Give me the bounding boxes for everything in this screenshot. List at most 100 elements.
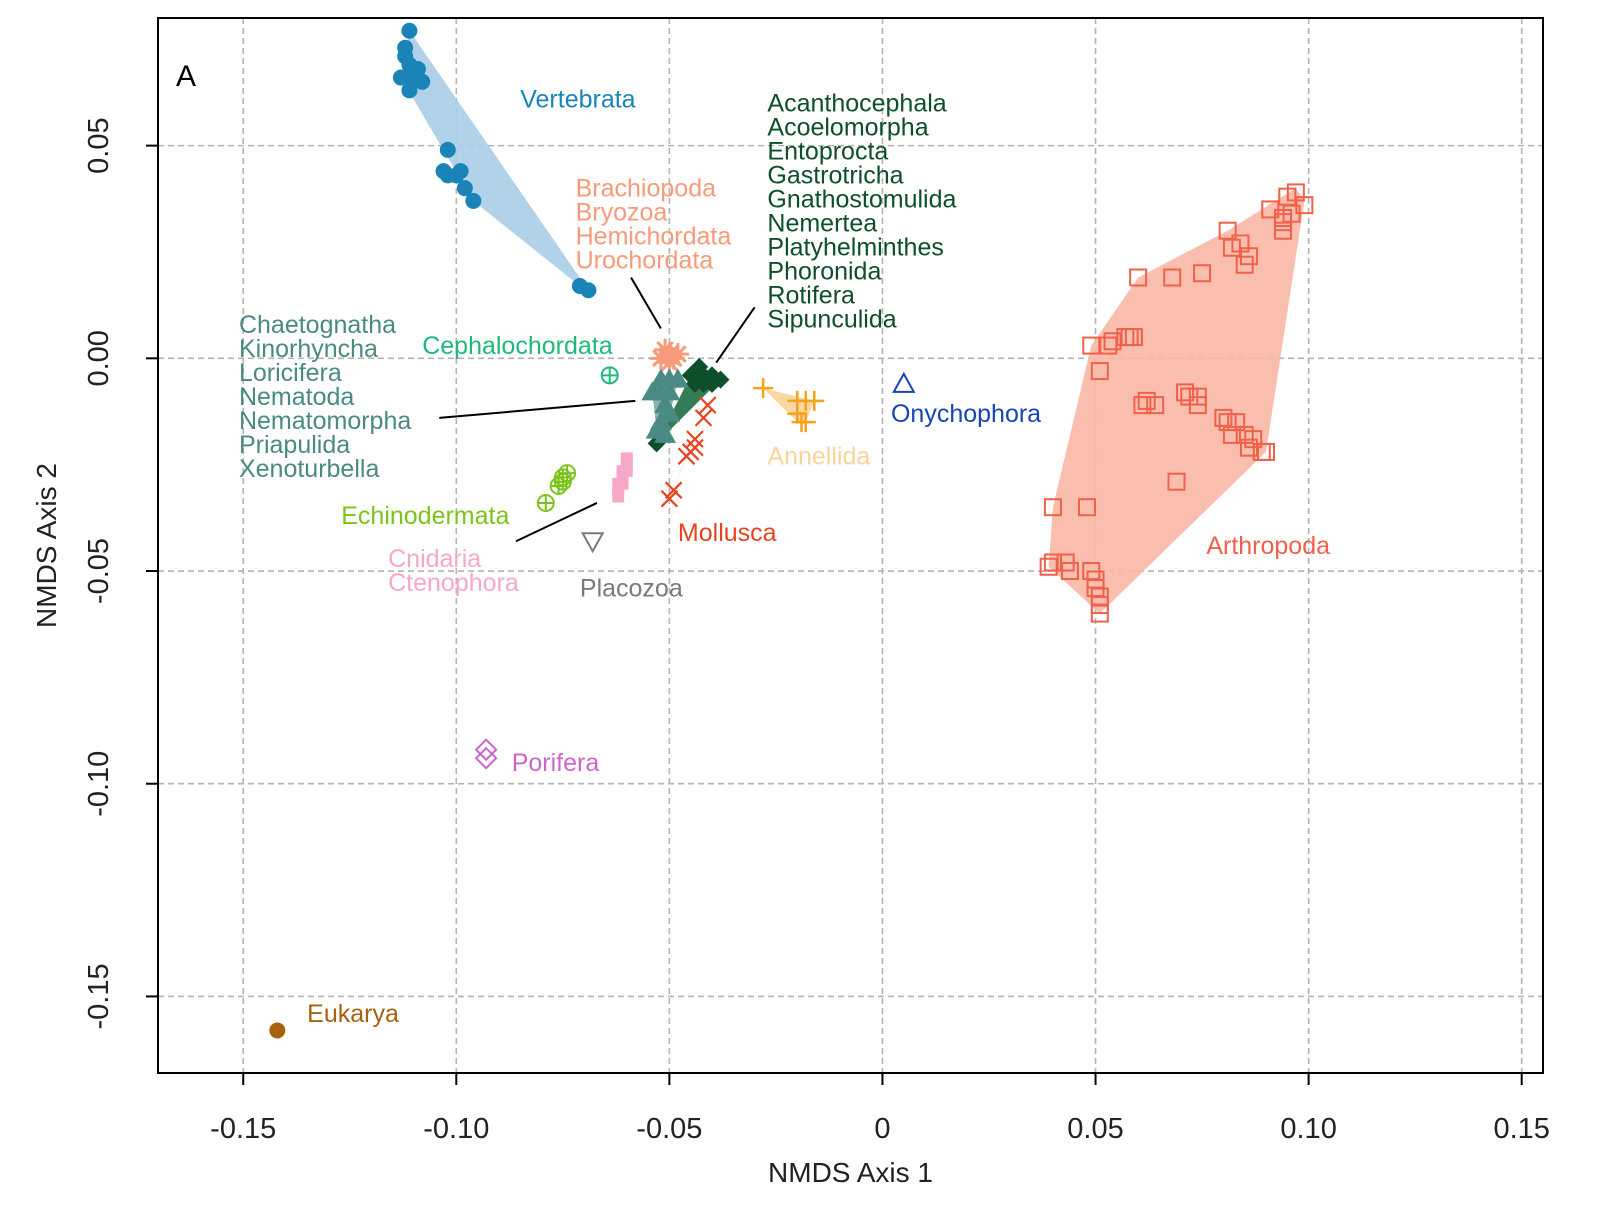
- vertebrata-point: [580, 282, 597, 299]
- label-line: Phoronida: [767, 258, 881, 286]
- arthropoda-point: [1078, 498, 1097, 517]
- x-tick-label: -0.15: [210, 1113, 276, 1145]
- x-stroke-b: [664, 481, 683, 499]
- axis-ticks: -0.15 -0.10 -0.05 0 0.05 0.10 0.15 0.05 0.00 -0.0…: [83, 117, 1550, 1145]
- arthropoda-point: [1257, 442, 1275, 461]
- porifera-point: [474, 746, 498, 770]
- arthropoda-point: [1163, 268, 1182, 287]
- leader-line: [439, 399, 636, 419]
- label-line: Placozoa: [580, 575, 683, 603]
- y-tick-label: -0.15: [83, 963, 115, 1029]
- vertebrata-hull: [400, 30, 589, 291]
- x-stroke-b: [694, 409, 713, 427]
- panel-label: A: [176, 60, 196, 93]
- onychophora-label: Onychophora: [891, 400, 1041, 428]
- vertebrata-point: [401, 69, 418, 86]
- placozoa-label: Placozoa: [580, 575, 683, 603]
- label-line: Xenoturbella: [239, 455, 379, 483]
- vertebrata-point: [401, 22, 418, 39]
- acanthocephala-label: Acanthocephala Acoelomorpha Entoprocta Gast…: [767, 90, 956, 334]
- label-line: Nematomorpha: [239, 407, 411, 435]
- x-stroke-b: [686, 430, 704, 448]
- label-leader-lines: [439, 276, 756, 543]
- label-line: Brachiopoda: [576, 175, 716, 203]
- onychophora-point: [892, 371, 916, 393]
- vertebrata-label: Vertebrata: [520, 85, 635, 113]
- brachiopoda-label: Brachiopoda Bryozoa Hemichordata Urochordat…: [576, 175, 732, 275]
- arthropoda-point: [1124, 328, 1143, 347]
- echinodermata-point: [536, 493, 555, 512]
- eukarya-label: Eukarya: [307, 1000, 399, 1028]
- annellida-label: Annellida: [767, 443, 870, 471]
- chaetognatha-point: [666, 368, 689, 388]
- label-line: Sipunculida: [767, 306, 896, 334]
- chaetognatha-label: Chaetognatha Kinorhyncha Loricifera Nematod…: [239, 311, 411, 483]
- arthropoda-point: [1060, 562, 1079, 581]
- cephalochordata-point: [600, 366, 619, 385]
- brachiopoda-point: [666, 343, 689, 366]
- y-tick-label: -0.10: [83, 751, 115, 817]
- arthropoda-point: [1082, 336, 1101, 355]
- x-tick-label: -0.10: [423, 1113, 489, 1145]
- label-line: Urochordata: [576, 247, 714, 275]
- chaetognatha-point: [654, 423, 677, 443]
- vertebrata-point: [456, 180, 473, 197]
- x-axis-title: NMDS Axis 1: [768, 1157, 933, 1188]
- arthropoda-point: [1103, 332, 1122, 351]
- star-ray: [669, 345, 687, 363]
- annellida-point: [787, 403, 808, 424]
- label-line: Acanthocephala: [767, 90, 946, 118]
- label-line: Platyhelminthes: [767, 234, 943, 262]
- y-tick-label: 0.00: [83, 330, 115, 386]
- arthropoda-point: [1090, 362, 1109, 381]
- label-line: Bryozoa: [576, 199, 668, 227]
- leader-line: [715, 306, 756, 364]
- grid-lines: [158, 18, 1543, 1073]
- cnidaria-label: Cnidaria Ctenophora: [388, 545, 519, 597]
- arthropoda-point: [1099, 336, 1118, 355]
- label-line: Gnathostomulida: [767, 186, 956, 214]
- arthropoda-point: [1176, 383, 1195, 402]
- x-tick-label: 0.05: [1067, 1113, 1123, 1145]
- arthropoda-label: Arthropoda: [1206, 532, 1330, 560]
- x-tick-label: -0.05: [636, 1113, 702, 1145]
- vertebrata-point: [401, 82, 418, 99]
- porifera-label: Porifera: [512, 749, 600, 777]
- label-line: Loricifera: [239, 359, 342, 387]
- arthropoda-point: [1043, 498, 1062, 517]
- mollusca-point: [677, 447, 696, 465]
- label-line: Ctenophora: [388, 569, 519, 597]
- mollusca-point: [664, 481, 683, 499]
- arthropoda-point: [1278, 187, 1297, 206]
- leader-line: [630, 276, 662, 330]
- label-line: Gastrotricha: [767, 162, 903, 190]
- vertebrata-point: [452, 163, 469, 180]
- arthropoda-point: [1222, 425, 1241, 444]
- label-line: Echinodermata: [341, 502, 509, 530]
- echinodermata-point: [553, 472, 572, 491]
- group-labels: Vertebrata Acanthocephala Acoelomorpha Ento…: [239, 85, 1330, 1028]
- arthropoda-point: [1129, 268, 1148, 287]
- mollusca-point: [698, 396, 717, 414]
- label-line: Cephalochordata: [422, 332, 613, 360]
- label-line: Priapulida: [239, 431, 350, 459]
- x-tick-label: 0: [874, 1113, 890, 1145]
- x-stroke-b: [677, 447, 696, 465]
- annellida-point: [753, 378, 774, 399]
- label-line: Nemertea: [767, 210, 877, 238]
- mollusca-point: [660, 489, 679, 508]
- arthropoda-point: [1274, 221, 1293, 240]
- label-line: Nematoda: [239, 383, 354, 411]
- label-line: Kinorhyncha: [239, 335, 378, 363]
- mollusca-point: [686, 430, 704, 448]
- arthropoda-point: [1043, 553, 1062, 572]
- vertebrata-point: [465, 192, 482, 209]
- arthropoda-point: [1235, 255, 1254, 274]
- cnidaria-point: [612, 486, 625, 503]
- arthropoda-point: [1218, 221, 1237, 240]
- y-tick-label: -0.05: [83, 538, 115, 604]
- label-line: Annellida: [767, 443, 870, 471]
- mollusca-point: [694, 409, 713, 427]
- cephalochordata-label: Cephalochordata: [422, 332, 613, 360]
